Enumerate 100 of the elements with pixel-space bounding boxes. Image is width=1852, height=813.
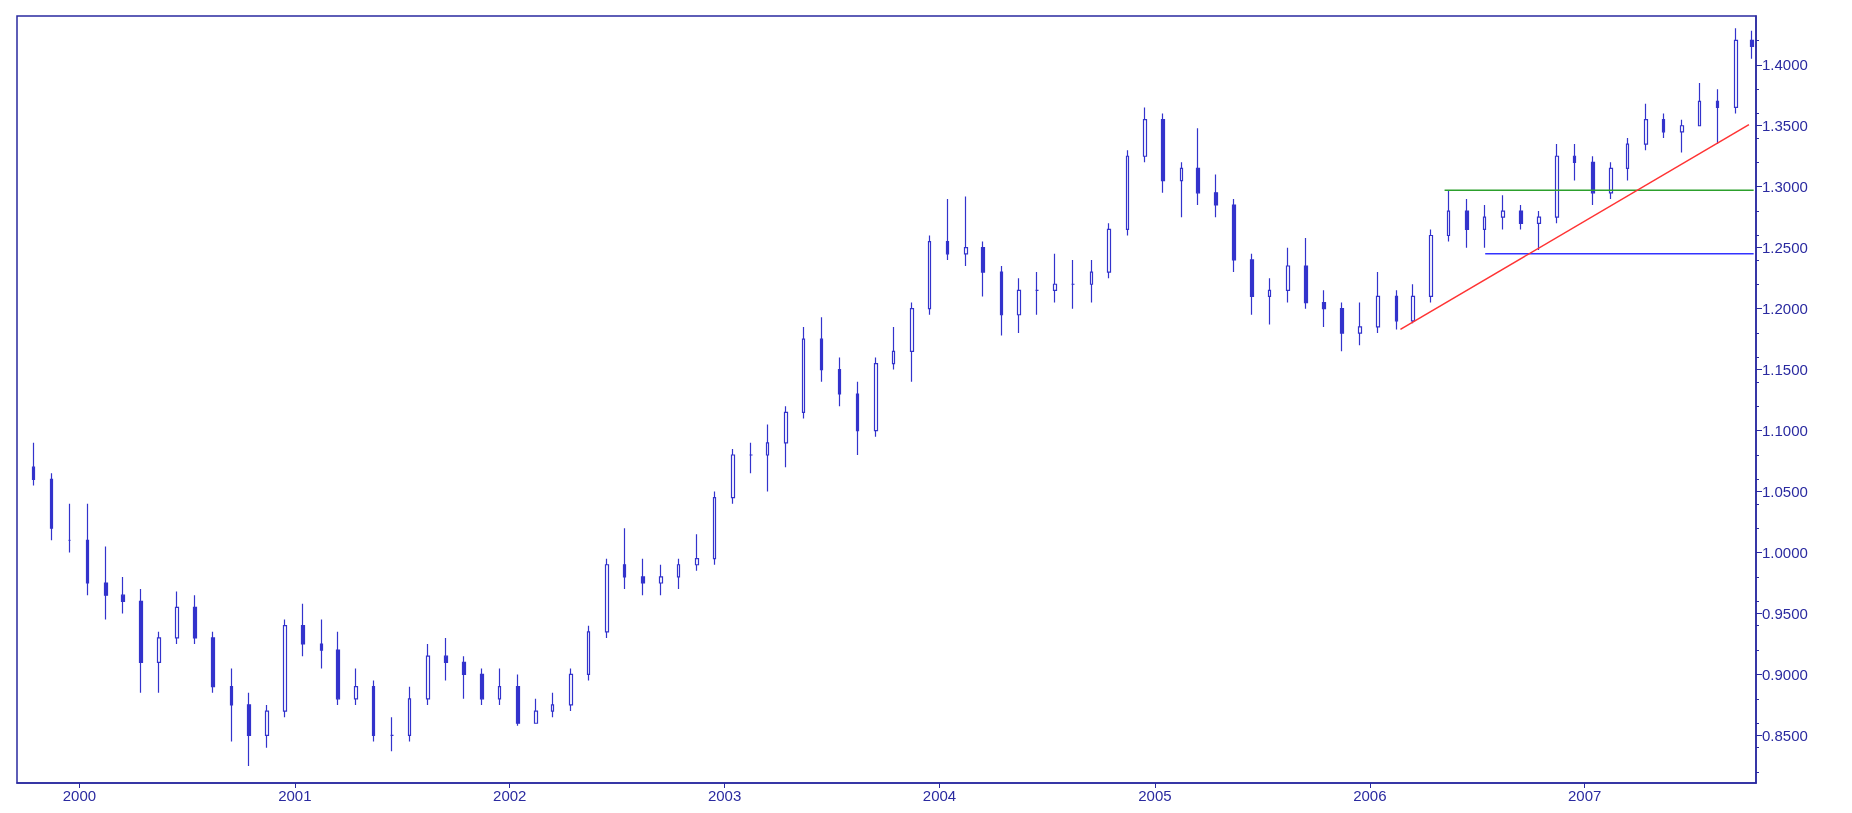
candlestick xyxy=(1446,189,1451,243)
candlestick xyxy=(138,588,144,694)
candlestick xyxy=(174,590,180,645)
candlestick xyxy=(873,356,879,438)
candlestick xyxy=(855,381,860,456)
candlestick xyxy=(891,326,896,371)
candlestick xyxy=(533,698,539,724)
candlestick xyxy=(604,558,610,639)
y-tick-label: 1.0000 xyxy=(1762,544,1808,562)
x-tick-label: 2004 xyxy=(922,787,957,804)
candlestick xyxy=(497,667,502,706)
candlestick xyxy=(1034,271,1040,316)
y-tick-label: 0.9000 xyxy=(1762,665,1808,683)
candlestick xyxy=(389,716,395,752)
candlestick xyxy=(730,448,736,505)
candlestick xyxy=(353,667,359,706)
candlestick xyxy=(1231,198,1237,273)
candlestick xyxy=(819,316,824,383)
candlestick xyxy=(1375,271,1381,334)
candlestick xyxy=(246,692,252,767)
x-tick-label: 2005 xyxy=(1138,787,1172,804)
candlestick xyxy=(980,240,986,298)
candlestick xyxy=(515,673,521,727)
candlestick xyxy=(1052,253,1058,304)
x-tick-label: 2003 xyxy=(707,787,742,804)
candlestick xyxy=(1213,173,1219,218)
candlestick xyxy=(963,195,969,267)
y-tick-label: 1.0500 xyxy=(1762,483,1808,501)
candlestick xyxy=(31,442,36,487)
candlestick xyxy=(1733,27,1739,115)
candlestick xyxy=(586,625,591,682)
candlestick xyxy=(1536,210,1542,251)
candlestick xyxy=(1394,289,1399,330)
candlestick xyxy=(1089,259,1094,304)
candlestick xyxy=(1160,112,1166,194)
candlestick xyxy=(783,405,789,468)
candlestick xyxy=(550,692,555,718)
candlestick xyxy=(103,545,109,621)
candlestick xyxy=(1106,222,1112,279)
candlestick xyxy=(712,490,717,566)
candlestick xyxy=(1125,149,1130,237)
candlestick xyxy=(748,442,754,474)
candlestick xyxy=(1697,82,1702,127)
candlestick xyxy=(229,667,234,743)
x-tick-label: 2001 xyxy=(278,787,312,804)
y-tick-label: 1.4000 xyxy=(1762,56,1808,74)
candlestick xyxy=(1661,112,1666,139)
candlestick xyxy=(622,527,627,590)
candlestick xyxy=(1339,301,1345,352)
candlestick xyxy=(1321,289,1327,328)
candlestick xyxy=(1410,283,1416,324)
candlestick xyxy=(945,198,950,261)
candlestick xyxy=(999,265,1004,337)
candlestick xyxy=(443,637,449,682)
candlestick xyxy=(909,301,915,383)
x-tick-label: 2000 xyxy=(62,787,97,804)
y-tick-label: 1.3500 xyxy=(1762,117,1808,135)
candlestick xyxy=(801,326,806,419)
candlestick xyxy=(765,423,770,493)
candlestick xyxy=(1195,127,1201,206)
candlestick xyxy=(210,631,216,694)
candlestick xyxy=(1500,194,1506,230)
y-tick-label: 1.3000 xyxy=(1762,178,1808,196)
y-tick-label: 1.2000 xyxy=(1762,300,1808,318)
candlestick xyxy=(1070,259,1076,310)
candlestick xyxy=(1572,143,1577,182)
x-tick-label: 2002 xyxy=(493,787,527,804)
y-tick-label: 0.9500 xyxy=(1762,605,1808,622)
candlestick xyxy=(335,631,341,706)
candlestick xyxy=(1267,277,1272,326)
candlestick xyxy=(1518,204,1524,230)
candlestick xyxy=(1142,106,1148,163)
candlestick xyxy=(1464,198,1470,249)
candlestick xyxy=(371,679,376,743)
candlestick xyxy=(1608,161,1614,200)
y-tick-label: 1.1000 xyxy=(1762,422,1808,440)
candlestick xyxy=(264,704,270,749)
candlestick xyxy=(49,472,54,541)
y-tick-label: 0.8500 xyxy=(1762,726,1808,744)
candlestick xyxy=(1554,143,1560,224)
candlestick xyxy=(156,631,162,694)
x-tick-label: 2006 xyxy=(1353,787,1387,804)
candlestick xyxy=(120,576,126,615)
candlestick xyxy=(694,533,700,572)
candlestick xyxy=(1303,237,1309,310)
candlestick xyxy=(1428,228,1434,304)
candlestick xyxy=(1715,88,1720,145)
candlestick xyxy=(1285,247,1291,304)
candlestick xyxy=(1179,161,1184,218)
candlestick xyxy=(282,619,288,718)
candlestick xyxy=(927,234,932,316)
candlestick xyxy=(1016,277,1022,334)
y-tick-label: 1.2500 xyxy=(1762,239,1808,257)
candlestick xyxy=(676,558,681,590)
candlestick xyxy=(568,667,574,712)
candlestick xyxy=(1679,119,1685,154)
candlestick xyxy=(407,686,412,743)
y-tick-label: 1.1500 xyxy=(1762,361,1808,379)
candlestick xyxy=(658,564,664,596)
candlestick xyxy=(1357,301,1363,346)
